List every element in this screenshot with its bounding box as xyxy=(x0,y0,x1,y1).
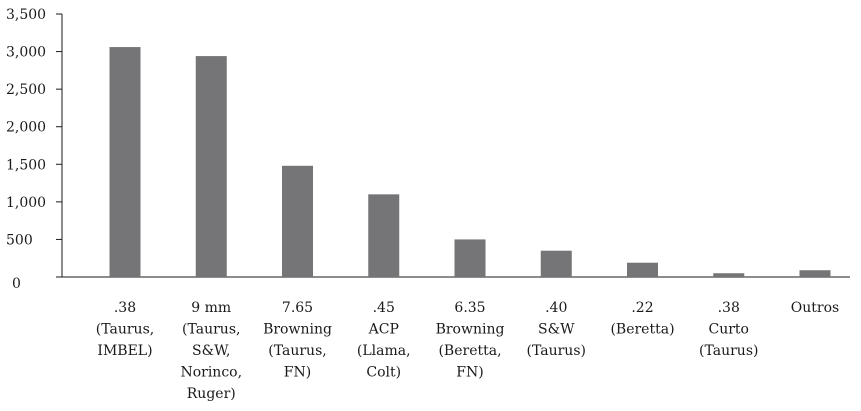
category-label-line: .38 xyxy=(718,300,740,316)
bar xyxy=(282,165,313,277)
category-label-line: Colt) xyxy=(366,365,401,381)
bar xyxy=(368,194,400,277)
y-tick-label: 1,000 xyxy=(6,195,46,211)
category-label-line: (Taurus) xyxy=(527,343,586,359)
category-label-line: S&W, xyxy=(192,343,230,359)
category-label-line: Outros xyxy=(791,300,839,316)
category-label-line: 6.35 xyxy=(454,300,485,316)
category-label-line: (Taurus, xyxy=(96,322,154,338)
y-tick-label: 3,500 xyxy=(6,7,46,23)
y-axis-ticks: 0 500 1,000 1,500 2,000 2,500 3,000 3,500 xyxy=(6,7,62,292)
bars xyxy=(109,47,831,277)
category-label: 9 mm (Taurus, S&W, Norinco, Ruger) xyxy=(180,300,242,402)
category-label-line: (Beretta, xyxy=(438,343,501,359)
y-tick-label: 1,500 xyxy=(6,157,46,173)
y-tick-label: 2,000 xyxy=(6,120,46,136)
category-label-line: (Taurus, xyxy=(182,322,240,338)
category-label-line: (Llama, xyxy=(357,343,411,359)
category-label-line: IMBEL) xyxy=(97,343,152,359)
bar xyxy=(109,47,141,277)
category-label-line: Norinco, xyxy=(180,365,242,381)
category-label: .22 (Beretta) xyxy=(610,300,674,338)
y-tick-label: 0 xyxy=(12,276,21,292)
category-label: Outros xyxy=(791,300,839,316)
y-tick-label: 2,500 xyxy=(6,82,46,98)
category-label: .38 (Taurus, IMBEL) xyxy=(96,300,154,359)
category-label-line: S&W xyxy=(538,322,575,338)
category-label: 6.35 Browning (Beretta, FN) xyxy=(436,300,505,381)
bar xyxy=(195,56,227,277)
bar xyxy=(799,270,831,277)
y-tick-label: 500 xyxy=(6,232,33,248)
bar xyxy=(540,250,572,277)
bar xyxy=(627,262,658,277)
category-label-line: (Taurus) xyxy=(699,343,758,359)
category-label-line: .45 xyxy=(373,300,395,316)
category-label-line: (Taurus, xyxy=(268,343,326,359)
category-label: .45 ACP (Llama, Colt) xyxy=(357,300,411,381)
bar xyxy=(454,239,486,277)
category-label-line: Ruger) xyxy=(187,386,236,402)
category-label-line: Browning xyxy=(263,322,332,338)
category-label-line: .38 xyxy=(114,300,136,316)
y-tick-label: 3,000 xyxy=(6,45,46,61)
category-label-line: 7.65 xyxy=(282,300,313,316)
category-label-line: Curto xyxy=(709,322,749,338)
category-label-line: ACP xyxy=(368,322,399,338)
category-label-line: .22 xyxy=(631,300,653,316)
category-label: .38 Curto (Taurus) xyxy=(699,300,758,359)
category-label-line: FN) xyxy=(284,365,311,381)
bar xyxy=(713,273,745,277)
category-label: 7.65 Browning (Taurus, FN) xyxy=(263,300,332,381)
category-label-line: 9 mm xyxy=(191,300,231,316)
category-label-line: .40 xyxy=(545,300,567,316)
category-label-line: FN) xyxy=(456,365,483,381)
x-axis-category-labels: .38 (Taurus, IMBEL) 9 mm (Taurus, S&W, Norinco… xyxy=(96,300,839,402)
category-label-line: (Beretta) xyxy=(610,322,674,338)
category-label: .40 S&W (Taurus) xyxy=(527,300,586,359)
category-label-line: Browning xyxy=(436,322,505,338)
